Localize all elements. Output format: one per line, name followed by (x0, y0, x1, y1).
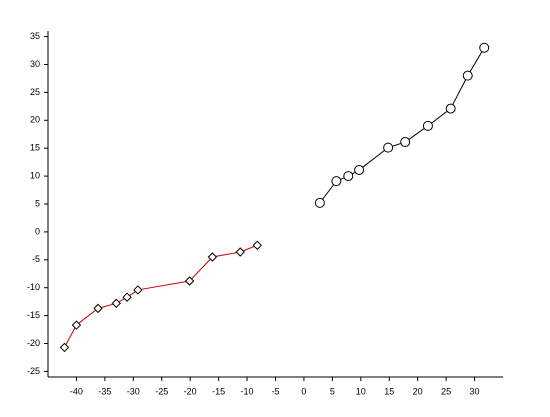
y-tick-label: 15 (30, 143, 40, 153)
x-tick-label: -25 (155, 386, 168, 396)
data-point (343, 171, 354, 182)
x-tick-label: -5 (271, 386, 279, 396)
data-point (93, 303, 103, 314)
y-tick-label: 20 (30, 115, 40, 125)
data-point (133, 285, 143, 295)
x-tick-label: -20 (184, 386, 197, 396)
x-tick-label: -30 (127, 386, 140, 396)
x-tick-label: 0 (301, 386, 306, 396)
data-point (331, 176, 342, 187)
data-point (111, 298, 121, 309)
y-tick-label: -25 (27, 366, 40, 376)
x-tick-label: 25 (441, 386, 451, 396)
data-point (383, 142, 394, 153)
x-tick-label: 20 (413, 386, 423, 396)
data-point (314, 197, 325, 208)
data-point (59, 342, 70, 353)
y-tick-label: 25 (30, 87, 40, 97)
data-point (207, 252, 218, 262)
x-tick-label: 30 (470, 386, 480, 396)
data-point (252, 240, 263, 251)
x-tick-label: -40 (70, 386, 83, 396)
y-tick-label: -5 (32, 254, 40, 264)
y-tick-label: 0 (35, 226, 40, 236)
y-tick-label: 30 (30, 59, 40, 69)
data-point (71, 320, 82, 330)
series-line (319, 47, 485, 204)
x-tick-label: 15 (384, 386, 394, 396)
data-point (479, 42, 490, 53)
y-tick-label: -15 (27, 310, 40, 320)
data-point (235, 247, 245, 257)
x-tick-label: -10 (241, 386, 254, 396)
y-tick-label: 5 (35, 198, 40, 208)
y-tick-label: 35 (30, 31, 40, 41)
data-point (184, 276, 195, 286)
series-line (64, 244, 258, 348)
y-tick-label: -10 (27, 282, 40, 292)
data-point (400, 137, 411, 148)
x-tick-label: -35 (98, 386, 111, 396)
y-tick-label: 10 (30, 170, 40, 180)
y-tick-label: -20 (27, 338, 40, 348)
x-tick-label: -15 (212, 386, 225, 396)
data-point (462, 70, 473, 81)
x-tick-label: 5 (330, 386, 335, 396)
x-tick-label: 10 (356, 386, 366, 396)
data-point (354, 164, 365, 175)
data-point (122, 292, 132, 302)
data-point (445, 103, 456, 114)
data-point (422, 120, 433, 131)
